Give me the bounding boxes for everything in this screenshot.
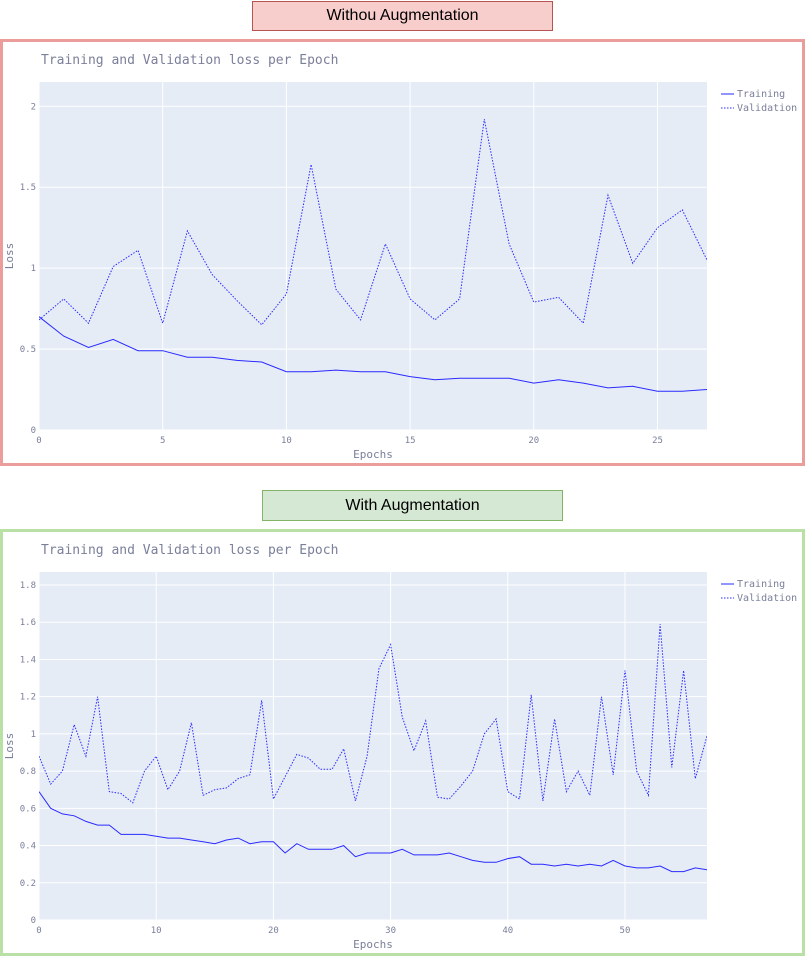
x-tick-label: 30 [385, 926, 396, 936]
y-tick-label: 1.4 [20, 655, 36, 665]
y-tick-label: 0.6 [20, 804, 36, 814]
plot-area [39, 82, 707, 430]
y-tick-label: 0.8 [20, 767, 36, 777]
chart-title: Training and Validation loss per Epoch [41, 543, 338, 558]
x-tick-label: 50 [620, 926, 631, 936]
x-tick-label: 20 [528, 436, 539, 446]
loss-chart-without-augmentation: Training and Validation loss per Epoch 0 5… [3, 53, 797, 461]
section-label-with-augmentation: With Augmentation [262, 490, 563, 521]
legend-label-validation: Validation [737, 103, 797, 114]
y-tick-label: 2 [31, 102, 36, 112]
y-tick-label: 0.5 [20, 345, 36, 355]
y-tick-label: 1 [31, 264, 36, 274]
x-tick-label: 10 [281, 436, 292, 446]
y-tick-label: 0.2 [20, 879, 36, 889]
y-tick-label: 0.4 [20, 842, 36, 852]
x-tick-label: 5 [160, 436, 165, 446]
x-tick-label: 40 [502, 926, 513, 936]
chart-title: Training and Validation loss per Epoch [41, 53, 338, 68]
y-tick-label: 1.2 [20, 693, 36, 703]
legend-label-training: Training [737, 579, 785, 590]
x-tick-label: 20 [268, 926, 279, 936]
plot-area [39, 572, 707, 920]
loss-chart-with-augmentation: Training and Validation loss per Epoch 0 1… [3, 543, 797, 951]
y-tick-label: 0 [31, 916, 36, 926]
x-tick-label: 0 [36, 926, 41, 936]
y-tick-label: 1.8 [20, 581, 36, 591]
x-tick-label: 15 [405, 436, 416, 446]
x-tick-label: 10 [151, 926, 162, 936]
chart-panel-without-augmentation: Training and Validation loss per Epoch 0 5… [0, 39, 805, 466]
x-axis-label: Epochs [353, 448, 393, 461]
series-line-training [39, 791, 707, 873]
chart-panel-with-augmentation: Training and Validation loss per Epoch 0 1… [0, 529, 805, 956]
y-tick-label: 1 [31, 730, 36, 740]
y-tick-label: 1.5 [20, 183, 36, 193]
series-line-training [39, 316, 707, 392]
y-axis-label: Loss [3, 243, 16, 270]
y-tick-label: 0 [31, 426, 36, 436]
x-axis-label: Epochs [353, 938, 393, 951]
y-axis-label: Loss [3, 733, 16, 760]
legend-label-validation: Validation [737, 593, 797, 604]
x-tick-label: 0 [36, 436, 41, 446]
legend-label-training: Training [737, 89, 785, 100]
x-tick-label: 25 [652, 436, 663, 446]
y-tick-label: 1.6 [20, 618, 36, 628]
section-label-without-augmentation: Withou Augmentation [252, 1, 553, 31]
